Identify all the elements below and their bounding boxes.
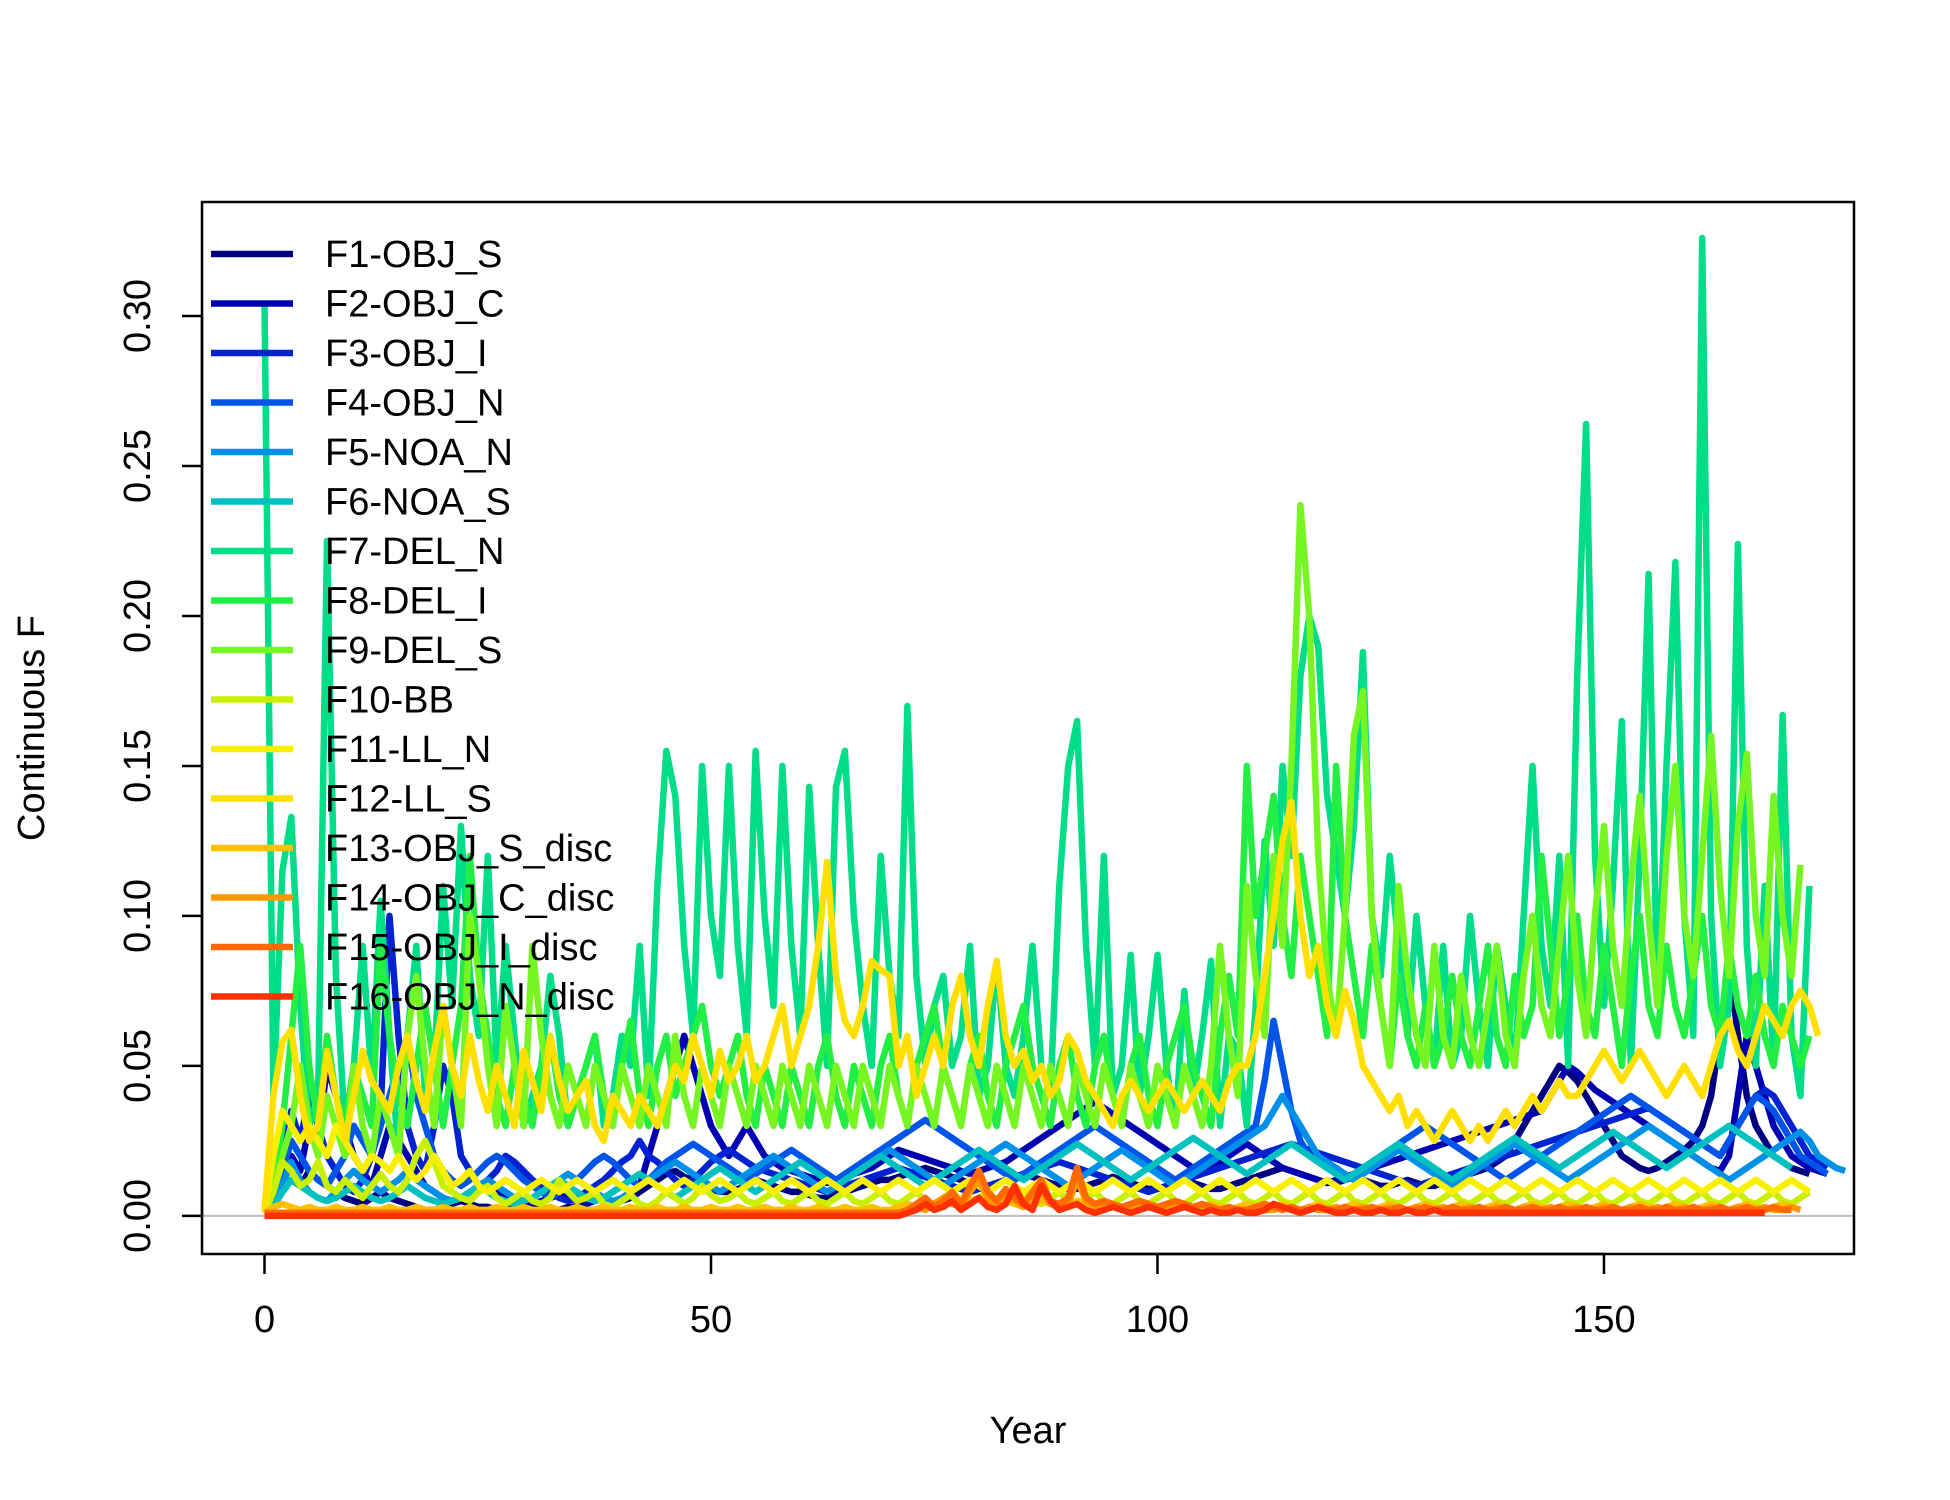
- legend-label: F8-DEL_I: [325, 581, 488, 623]
- x-axis: 0 50 100 150: [254, 1252, 1636, 1341]
- legend-label: F9-DEL_S: [325, 630, 502, 672]
- y-tick-label: 0.00: [117, 1179, 159, 1253]
- x-tick-label: 0: [254, 1299, 275, 1341]
- legend-label: F3-OBJ_I: [325, 333, 488, 375]
- series-line-f6-noa-s: [262, 1122, 1794, 1216]
- legend-label: F5-NOA_N: [325, 432, 513, 474]
- legend-label: F1-OBJ_S: [325, 234, 502, 276]
- series-line-f9-del-s: [261, 501, 1804, 1212]
- legend-label: F10-BB: [325, 680, 454, 722]
- legend-label: F16-OBJ_N_disc: [325, 977, 614, 1019]
- y-axis-label: Continuous F: [11, 615, 53, 841]
- series-layer: [261, 234, 1847, 1220]
- series-line-f4-obj-n: [261, 1017, 1830, 1212]
- series-line-f16-obj-n-disc: [264, 1182, 1765, 1220]
- y-tick-label: 0.05: [117, 1029, 159, 1103]
- y-tick-label: 0.10: [117, 879, 159, 953]
- legend-label: F2-OBJ_C: [325, 284, 504, 326]
- y-tick-label: 0.15: [117, 729, 159, 803]
- x-tick-label: 150: [1572, 1299, 1635, 1341]
- legend-label: F15-OBJ_I_disc: [325, 927, 597, 969]
- series-line-f12-ll-s: [261, 798, 1822, 1211]
- legend-label: F11-LL_N: [325, 729, 491, 771]
- legend-label: F7-DEL_N: [325, 531, 505, 573]
- x-tick-label: 50: [690, 1299, 732, 1341]
- x-tick-label: 100: [1126, 1299, 1189, 1341]
- legend-label: F14-OBJ_C_disc: [325, 878, 614, 920]
- legend-label: F6-NOA_S: [325, 482, 511, 524]
- legend-label: F4-OBJ_N: [325, 383, 504, 425]
- y-tick-label: 0.20: [117, 579, 159, 653]
- y-tick-label: 0.30: [117, 279, 159, 353]
- legend: F1-OBJ_S F2-OBJ_C F3-OBJ_I F4-OBJ_N F5-NOA_N…: [211, 234, 614, 1019]
- legend-label: F13-OBJ_S_disc: [325, 828, 612, 870]
- legend-label: F12-LL_S: [325, 779, 492, 821]
- x-axis-label: Year: [990, 1410, 1067, 1452]
- y-tick-label: 0.25: [117, 429, 159, 503]
- y-axis: 0.00 0.05 0.10 0.15 0.20 0.25 0.30: [117, 279, 204, 1253]
